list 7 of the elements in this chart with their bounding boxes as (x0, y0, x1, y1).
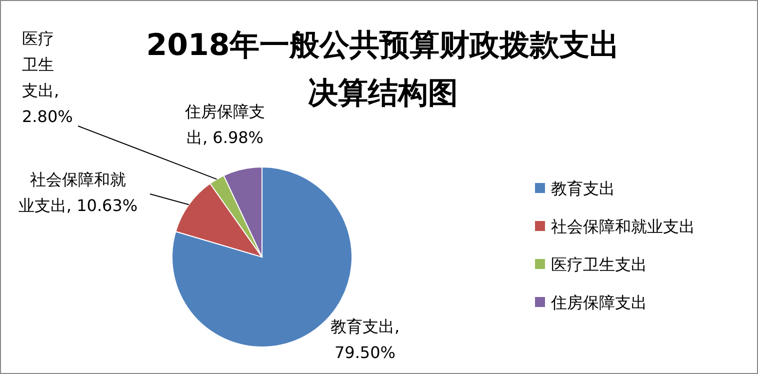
legend-label: 住房保障支出 (550, 293, 647, 312)
data-label: 社会保障和就业支出, 10.63% (18, 170, 138, 215)
data-label: 教育支出, 79.50% (330, 317, 400, 362)
data-label: 医疗卫生支出, 2.80% (22, 29, 73, 126)
legend-label: 医疗卫生支出 (551, 255, 647, 274)
legend-label: 教育支出 (551, 179, 615, 198)
legend-label: 社会保障和就业支出 (551, 217, 695, 236)
